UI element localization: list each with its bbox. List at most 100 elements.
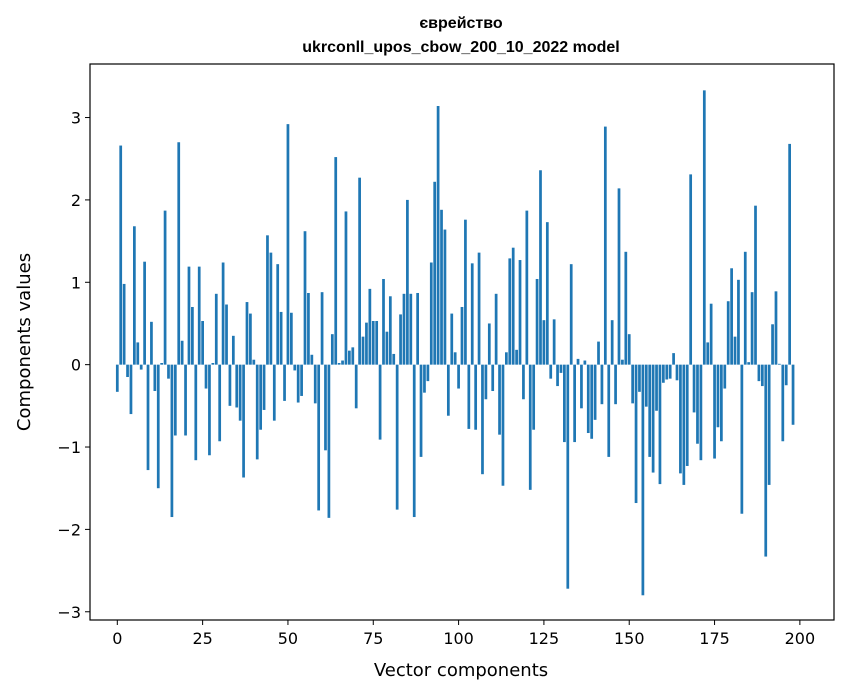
bar xyxy=(771,324,774,365)
bar xyxy=(194,364,198,461)
x-tick-label: 125 xyxy=(529,629,560,648)
x-tick-label: 200 xyxy=(785,629,816,648)
bar xyxy=(187,266,191,365)
bar xyxy=(385,331,389,365)
bar xyxy=(279,311,283,365)
bar xyxy=(781,364,785,442)
bar xyxy=(566,364,570,589)
bar xyxy=(402,293,406,365)
bar xyxy=(173,364,177,436)
bar xyxy=(361,336,365,365)
bar xyxy=(341,360,344,365)
bar xyxy=(518,260,522,365)
bar xyxy=(238,364,242,421)
bar xyxy=(665,364,669,380)
bar xyxy=(682,364,686,485)
bar xyxy=(569,264,573,365)
bar xyxy=(129,364,133,415)
bar xyxy=(255,364,259,460)
bar xyxy=(122,283,126,365)
bar xyxy=(661,364,665,383)
y-tick-label: 1 xyxy=(71,273,81,292)
bar xyxy=(406,199,409,365)
bar xyxy=(487,323,491,365)
bar xyxy=(388,296,392,365)
bar xyxy=(511,247,515,365)
bar xyxy=(201,321,204,365)
bar xyxy=(535,278,539,365)
bar xyxy=(754,205,757,365)
y-tick-label: 0 xyxy=(71,356,81,375)
bar xyxy=(627,334,631,365)
bar xyxy=(590,364,594,439)
bar xyxy=(603,126,607,365)
bar xyxy=(484,364,488,400)
bar xyxy=(283,364,286,401)
bar xyxy=(494,293,498,365)
bar xyxy=(481,364,484,475)
bar xyxy=(621,359,624,365)
x-tick-label: 75 xyxy=(363,629,383,648)
bar xyxy=(368,288,372,365)
bar xyxy=(713,364,716,459)
bar xyxy=(563,364,566,443)
bar xyxy=(505,352,508,365)
bar xyxy=(586,364,590,434)
bar xyxy=(119,145,123,365)
y-tick-label: −1 xyxy=(57,438,81,457)
bar xyxy=(423,364,426,393)
bar xyxy=(184,364,187,436)
bar xyxy=(358,177,361,365)
chart-subtitle: ukrconll_upos_cbow_200_10_2022 model xyxy=(302,39,619,56)
bar xyxy=(740,364,744,514)
bar xyxy=(300,364,303,396)
bar xyxy=(757,364,761,382)
bar xyxy=(136,342,140,365)
bar xyxy=(296,364,300,403)
bar xyxy=(696,364,699,444)
bar-series xyxy=(115,90,795,596)
bar xyxy=(235,364,239,408)
bar xyxy=(170,364,174,518)
y-tick-label: 3 xyxy=(71,109,81,128)
bar xyxy=(692,364,696,413)
bar xyxy=(774,291,778,365)
bar xyxy=(515,349,518,365)
bar xyxy=(133,226,136,365)
bar xyxy=(395,364,399,510)
bar xyxy=(784,364,788,386)
bar xyxy=(658,364,662,485)
bar xyxy=(433,181,437,365)
bar xyxy=(641,364,645,596)
bar xyxy=(501,364,505,486)
bar xyxy=(583,360,587,365)
bar xyxy=(371,321,375,365)
bar xyxy=(580,364,583,409)
bar xyxy=(436,106,440,365)
bar xyxy=(549,364,553,379)
bar xyxy=(675,364,679,381)
bar xyxy=(573,364,576,443)
bar xyxy=(214,293,218,365)
bar xyxy=(139,364,143,370)
bar xyxy=(791,364,795,425)
bar xyxy=(375,321,379,365)
bar xyxy=(644,364,648,407)
bar xyxy=(392,353,396,365)
bar xyxy=(337,363,341,365)
bar xyxy=(153,364,157,392)
bar xyxy=(344,211,348,365)
x-tick-label: 25 xyxy=(192,629,212,648)
bar xyxy=(266,235,269,365)
bar xyxy=(525,210,529,365)
bar xyxy=(252,359,256,365)
bar xyxy=(163,210,167,365)
x-tick-label: 0 xyxy=(112,629,122,648)
bar xyxy=(709,303,713,365)
bar xyxy=(634,364,638,504)
bar xyxy=(218,364,222,442)
bar xyxy=(324,364,327,451)
x-tick-label: 50 xyxy=(278,629,298,648)
bar xyxy=(378,364,382,440)
bar xyxy=(464,219,467,365)
